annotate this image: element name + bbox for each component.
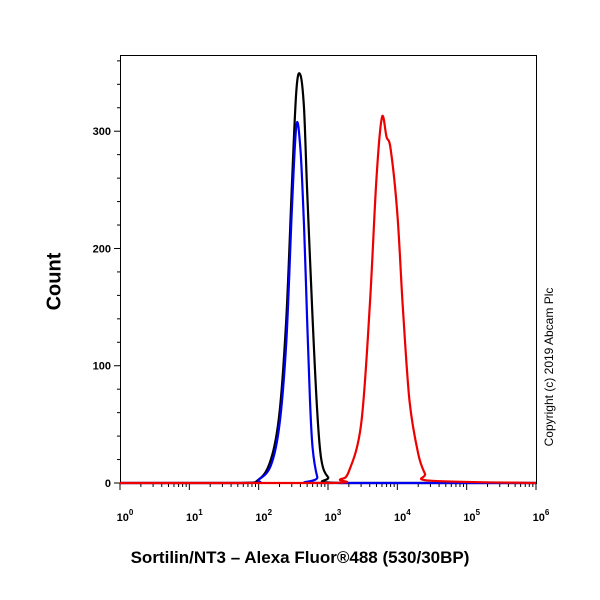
series-line-1 bbox=[119, 72, 536, 485]
y-axis-ticks: 0 100 200 300 bbox=[93, 60, 120, 490]
y-tick-label: 0 bbox=[105, 478, 111, 490]
series-line-2 bbox=[119, 121, 536, 485]
x-tick-label: 104 bbox=[394, 508, 411, 524]
x-tick-label: 106 bbox=[533, 508, 550, 524]
plot-frame bbox=[120, 55, 537, 484]
series-lines bbox=[119, 72, 537, 485]
y-axis-title: Count bbox=[43, 252, 66, 311]
x-tick-label: 103 bbox=[325, 508, 342, 524]
x-axis-title: Sortilin/NT3 – Alexa Fluor®488 (530/30BP… bbox=[130, 548, 470, 567]
x-tick-label: 100 bbox=[117, 508, 134, 524]
copyright-watermark: Copyright (c) 2019 Abcam Plc bbox=[542, 287, 556, 447]
y-tick-label: 100 bbox=[93, 361, 111, 373]
y-tick-label: 300 bbox=[93, 126, 111, 138]
x-tick-label: 105 bbox=[463, 508, 480, 524]
x-tick-label: 102 bbox=[255, 508, 272, 524]
series-line-3 bbox=[119, 114, 537, 485]
x-axis-ticks: 100 101 102 103 104 105 106 bbox=[117, 483, 550, 524]
x-tick-label: 101 bbox=[186, 508, 203, 524]
y-tick-label: 200 bbox=[93, 243, 111, 255]
